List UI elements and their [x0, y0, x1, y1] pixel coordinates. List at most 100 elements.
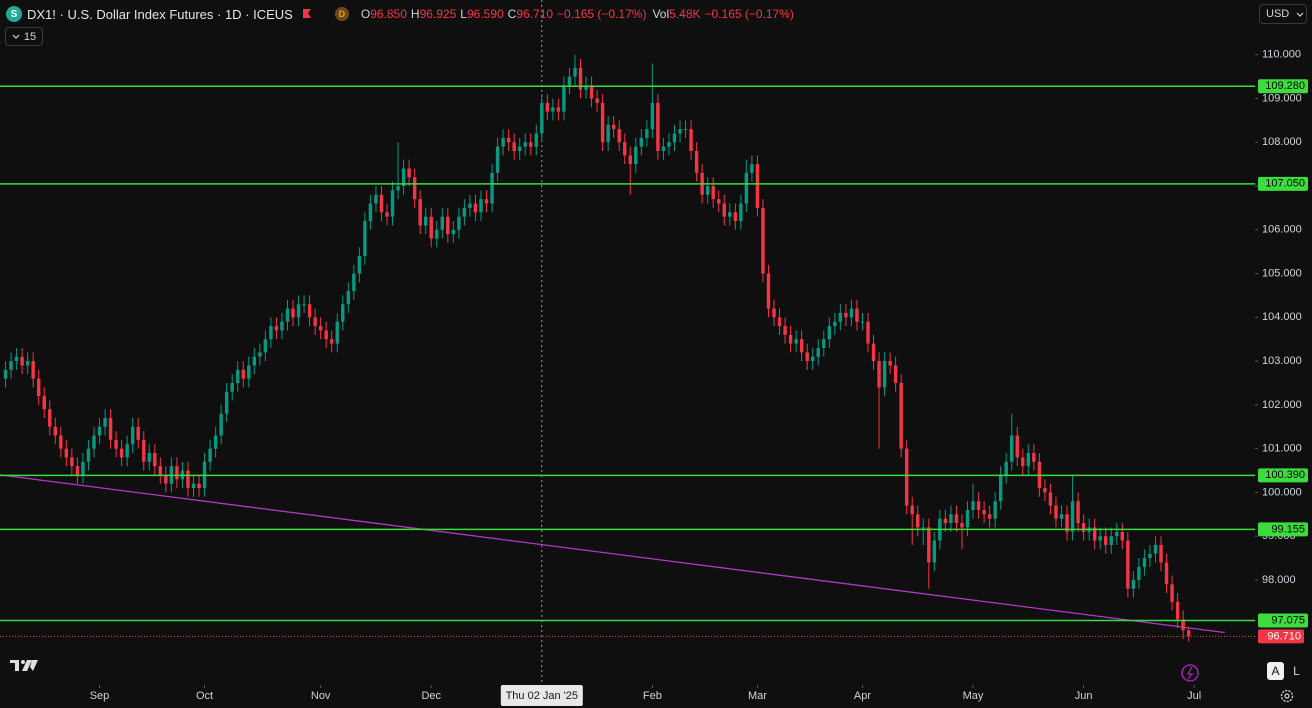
candle-body [551, 107, 555, 112]
candle-body [407, 168, 411, 178]
candle-body [379, 194, 384, 213]
candle-body [20, 356, 24, 366]
candle-body [661, 146, 666, 152]
candle-body [1032, 453, 1036, 462]
candle-body [412, 177, 417, 200]
candle-body [446, 216, 450, 235]
candle-body [943, 518, 948, 524]
candle-body [866, 321, 870, 344]
candle-body [589, 85, 594, 99]
candle-body [1010, 435, 1014, 462]
candle-body [1142, 558, 1147, 567]
plot-area [0, 0, 1255, 685]
candle-body [523, 142, 527, 147]
candle-body [108, 418, 113, 440]
candle-body [1015, 435, 1019, 458]
candle-body [877, 361, 881, 388]
candle-body [567, 76, 572, 86]
candle-body [318, 326, 323, 331]
candle-body [1065, 514, 1069, 532]
candle-body [540, 102, 544, 134]
candle-body [744, 172, 749, 204]
ohlc-value: 96.590 [466, 7, 504, 21]
candle-body [374, 194, 378, 204]
last-price-label: 96.710 [1267, 630, 1301, 642]
candle-body [142, 439, 146, 462]
candle-body [1148, 553, 1152, 559]
tradingview-logo [10, 660, 38, 671]
candle-body [573, 67, 577, 77]
candle-body [291, 308, 295, 318]
settings-icon[interactable] [1280, 689, 1294, 703]
candle-body [423, 216, 428, 226]
y-tick-label: 102.000 [1262, 399, 1302, 411]
y-tick-label: 105.000 [1262, 267, 1302, 279]
volume-label: Vol [652, 7, 670, 21]
level-label: 107.050 [1265, 178, 1305, 190]
ohlc-value: 96.925 [419, 7, 457, 21]
axes: 98.00099.000100.000101.000102.000103.000… [90, 49, 1308, 706]
candle-body [750, 164, 754, 173]
x-tick-label: Nov [311, 690, 331, 702]
ohlc-label: C [507, 7, 517, 21]
candle-body [236, 369, 240, 383]
candle-body [86, 448, 91, 462]
candle-body [722, 203, 726, 217]
candle-body [822, 339, 826, 348]
ohlc-label: O [360, 7, 371, 21]
interval-toggle[interactable]: 15 [5, 27, 43, 46]
currency: USD [1266, 8, 1290, 20]
candle-body [772, 308, 776, 318]
candle-body [595, 98, 599, 103]
candle-body [213, 435, 218, 449]
flag-icon[interactable] [301, 8, 313, 20]
candle-body [1004, 461, 1008, 475]
symbol-title[interactable]: DX1! · U.S. Dollar Index Futures · 1D · … [27, 6, 293, 22]
candle-body [53, 426, 58, 436]
candle-body [1048, 492, 1053, 506]
lightning-icon[interactable] [1181, 664, 1199, 682]
candle-body [418, 199, 422, 226]
ohlc-value: 96.710 [516, 7, 554, 21]
candle-body [473, 203, 478, 213]
candle-body [258, 352, 262, 357]
candle-body [1137, 566, 1141, 580]
x-tick-label: Mar [748, 690, 767, 702]
candle-body [1043, 488, 1047, 493]
auto-scale-button[interactable]: A [1267, 662, 1284, 680]
candle-body [1098, 536, 1102, 541]
currency-select[interactable]: USD [1259, 4, 1307, 24]
candle-body [562, 85, 566, 112]
candle-body [324, 330, 328, 340]
candle-body [1131, 579, 1136, 589]
data-badge: D [334, 7, 349, 21]
candle-body [1170, 584, 1174, 602]
candle-body [25, 361, 30, 366]
trendline [0, 474, 1225, 634]
level-label: 100.390 [1265, 469, 1305, 481]
candle-body [1109, 536, 1113, 545]
candle-body [280, 321, 284, 331]
candle-body [241, 369, 245, 379]
candle-body [805, 352, 809, 362]
candle-body [982, 509, 986, 515]
candle-body [645, 129, 649, 138]
candle-body [208, 448, 212, 462]
log-scale-button[interactable]: L [1293, 664, 1300, 678]
level-label-box [1258, 613, 1308, 628]
candle-body [130, 426, 135, 445]
candle-body [435, 229, 439, 239]
candle-body [125, 444, 129, 458]
candle-body [401, 168, 406, 187]
candle-body [971, 501, 975, 510]
level-label: 97.075 [1271, 614, 1305, 626]
candle-body [987, 514, 992, 519]
level-label: 99.155 [1271, 523, 1305, 535]
candle-body [921, 527, 925, 529]
x-tick-label: Jun [1075, 690, 1093, 702]
candle-body [606, 124, 610, 143]
candle-body [158, 466, 163, 475]
ohlc-label: H [410, 7, 420, 21]
level-label: 109.280 [1265, 80, 1305, 92]
